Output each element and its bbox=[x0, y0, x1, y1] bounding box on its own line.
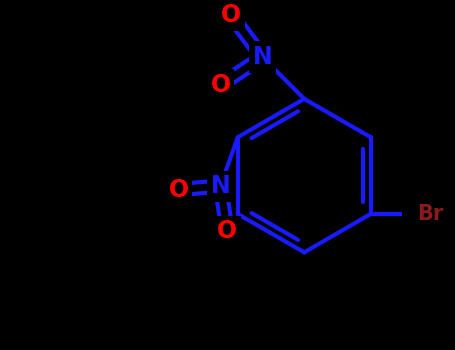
Text: O: O bbox=[211, 73, 231, 97]
Text: N: N bbox=[253, 45, 272, 69]
Text: Br: Br bbox=[417, 204, 443, 224]
Text: N: N bbox=[211, 174, 230, 198]
Text: O: O bbox=[168, 177, 188, 202]
Text: O: O bbox=[217, 219, 238, 243]
Text: O: O bbox=[221, 3, 241, 27]
